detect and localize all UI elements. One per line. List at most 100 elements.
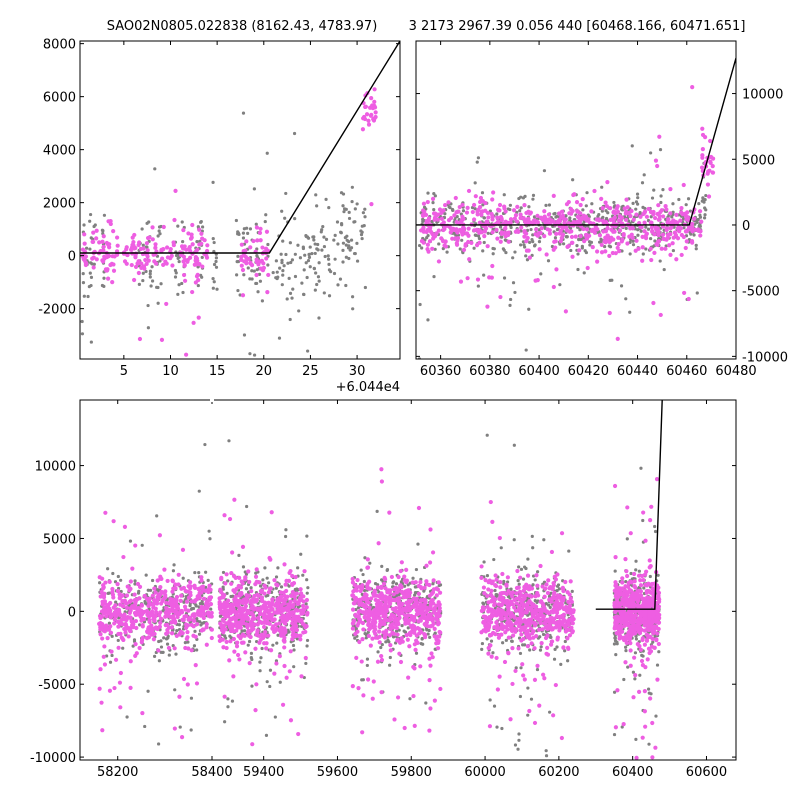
top-right-point-magenta [452,227,457,233]
top-right-point-magenta [631,217,636,222]
top-left-x-tick-label: 15 [209,364,226,379]
bottom-point-magenta [122,626,127,632]
bottom-point-grey [126,351,129,354]
bottom-point-grey [388,663,392,667]
bottom-point-magenta [414,603,419,608]
top-right-point-grey [583,249,587,253]
bottom-point-magenta [398,659,404,665]
bottom-point-magenta [232,497,237,502]
top-left-point-magenta [159,337,165,342]
bottom-point-grey [167,653,171,657]
top-right-point-magenta [472,217,477,222]
bottom-point-magenta [124,593,130,598]
top-left-point-magenta [181,259,186,264]
top-left-point-magenta [260,245,265,250]
bottom-point-grey [280,781,283,784]
top-right-point-grey [641,252,645,256]
bottom-point-magenta [250,625,255,630]
top-right-x-tick-label: 60400 [518,364,559,379]
top-right-point-magenta [662,236,667,242]
bottom-point-magenta [125,615,130,620]
bottom-point-grey [531,546,535,550]
top-left-point-magenta [254,225,260,230]
bottom-point-magenta [411,618,417,623]
top-right-point-grey [612,200,616,205]
top-right-point-magenta [597,233,603,238]
top-right-point-magenta [575,214,580,219]
bottom-point-magenta [117,680,123,685]
bottom-point-magenta [432,626,437,631]
top-left-point-grey [302,268,306,272]
bottom-point-magenta [118,670,123,676]
bottom-point-magenta [423,635,428,640]
bottom-point-magenta [382,575,387,580]
bottom-point-magenta [101,628,106,633]
top-left-point-grey [347,210,351,214]
bottom-point-magenta [235,652,241,658]
bottom-point-magenta [283,597,288,602]
bottom-point-magenta [387,510,392,515]
top-right-point-magenta [697,209,703,214]
bottom-point-magenta [395,632,400,637]
top-left-point-magenta [97,240,102,245]
top-left-point-magenta [363,104,368,110]
bottom-point-grey [237,553,241,557]
top-left-point-grey [347,216,352,221]
top-right-point-grey [509,225,513,230]
top-right-point-magenta [483,200,488,206]
top-left-point-magenta [364,112,370,117]
top-right-point-magenta [473,194,478,199]
bottom-point-grey [542,538,546,542]
top-right-point-magenta [640,245,645,250]
top-left-point-grey [323,254,327,259]
bottom-point-grey [174,652,178,656]
top-right-point-grey [432,275,436,279]
top-left-point-grey [279,252,283,256]
top-right-point-grey [539,272,543,276]
top-right-point-magenta [625,205,630,210]
top-right-point-grey [635,192,640,196]
bottom-point-magenta [377,601,383,606]
top-right-point-grey [418,302,422,307]
bottom-point-grey [276,566,280,570]
top-right-point-grey [642,173,646,177]
top-left-point-grey [211,276,215,281]
bottom-point-magenta [164,605,169,611]
top-right-point-grey [502,248,506,252]
bottom-point-magenta [365,677,371,682]
top-right-point-magenta [519,225,524,230]
bottom-point-grey [152,654,157,659]
bottom-point-grey [268,684,272,689]
top-right-point-grey [458,247,462,251]
bottom-point-magenta [431,587,436,592]
bottom-point-grey [375,509,379,513]
bottom-point-magenta [362,614,367,619]
top-left-point-magenta [82,241,87,246]
top-right-point-grey [523,194,527,198]
top-left-point-magenta [82,232,87,237]
top-right-point-grey [628,252,632,256]
top-left-point-grey [141,278,145,283]
bottom-point-magenta [198,611,203,616]
top-left-point-grey [278,266,282,270]
top-right-point-magenta [508,217,514,222]
bottom-point-magenta [377,640,382,645]
bottom-point-grey [274,586,278,590]
top-left-point-grey [241,231,246,235]
top-right-point-magenta [515,204,520,209]
bottom-point-magenta [398,611,403,616]
bottom-point-grey [519,567,524,571]
top-right-point-magenta [690,85,695,90]
bottom-point-magenta [291,630,296,635]
top-right-point-magenta [579,216,585,222]
bottom-point-magenta [127,610,132,616]
top-left-point-magenta [191,320,196,325]
top-left-point-grey [200,255,204,260]
bottom-point-grey [274,575,279,579]
top-right-point-grey [425,236,429,240]
top-left-point-magenta [91,230,96,235]
bottom-point-magenta [284,675,289,680]
top-right-point-magenta [679,206,684,211]
top-left-point-magenta [184,352,189,357]
bottom-point-magenta [221,645,226,650]
